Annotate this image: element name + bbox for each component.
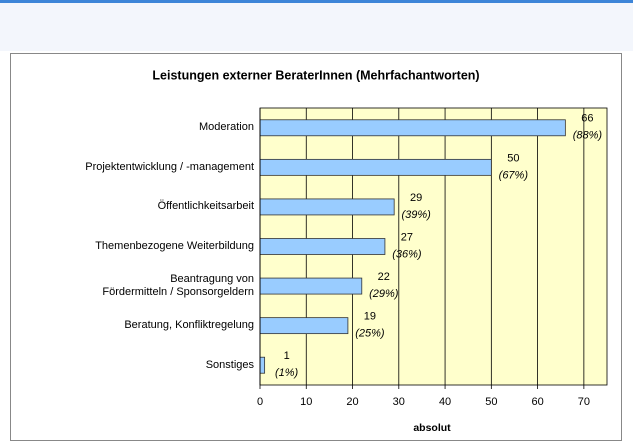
top-bar: [0, 0, 633, 3]
category-text: Projektentwicklung / -management: [85, 160, 254, 173]
category-label: Beratung, Konfliktregelung: [124, 319, 254, 332]
bar: [259, 158, 492, 176]
percent-label: (25%): [355, 328, 385, 340]
category-label: Themenbezogene Weiterbildung: [95, 240, 254, 252]
percent-label: (36%): [392, 248, 422, 260]
bar: [259, 119, 566, 137]
bar: [259, 238, 386, 255]
x-tick-label: 40: [439, 396, 451, 408]
category-text: Sonstiges: [205, 358, 254, 371]
category-text: Beantragung von Fördermitteln / Sponsorg…: [102, 273, 254, 299]
value-label: 19: [364, 311, 376, 323]
category-text: Öffentlichkeitsarbeit: [157, 200, 254, 213]
chart-title: Leistungen externer BeraterInnen (Mehrfa…: [152, 68, 479, 82]
category-label: Beantragung von Fördermitteln / Sponsorg…: [102, 273, 254, 299]
header-band: [0, 3, 633, 51]
value-label: 22: [378, 271, 390, 283]
percent-label: (39%): [402, 209, 432, 221]
x-tick-label: 20: [346, 396, 358, 408]
bar: [259, 198, 395, 216]
percent-label: (88%): [573, 130, 603, 142]
value-label: 50: [507, 152, 519, 164]
category-label: Sonstiges: [205, 358, 254, 371]
category-text: Themenbezogene Weiterbildung: [95, 240, 254, 252]
category-label: Moderation: [198, 121, 254, 134]
x-tick-label: 50: [485, 396, 497, 408]
x-tick-label: 0: [257, 396, 263, 408]
bar: [259, 277, 363, 295]
category-text: Beratung, Konfliktregelung: [124, 319, 254, 332]
bar: [259, 356, 266, 374]
x-axis-label: absolut: [413, 422, 451, 434]
x-tick-label: 30: [393, 396, 405, 408]
category-label: Projektentwicklung / -management: [85, 160, 254, 173]
category-text: Moderation: [198, 121, 254, 134]
x-tick-label: 10: [300, 396, 312, 408]
x-tick-label: 70: [578, 396, 590, 408]
value-label: 1: [284, 350, 290, 362]
percent-label: (67%): [499, 169, 529, 181]
value-label: 27: [401, 231, 413, 243]
percent-label: (1%): [275, 367, 299, 379]
value-label: 29: [410, 192, 422, 204]
percent-label: (29%): [369, 288, 399, 300]
bar: [259, 317, 349, 335]
value-label: 66: [581, 113, 593, 125]
x-tick-label: 60: [531, 396, 543, 408]
category-label: Öffentlichkeitsarbeit: [157, 200, 254, 213]
